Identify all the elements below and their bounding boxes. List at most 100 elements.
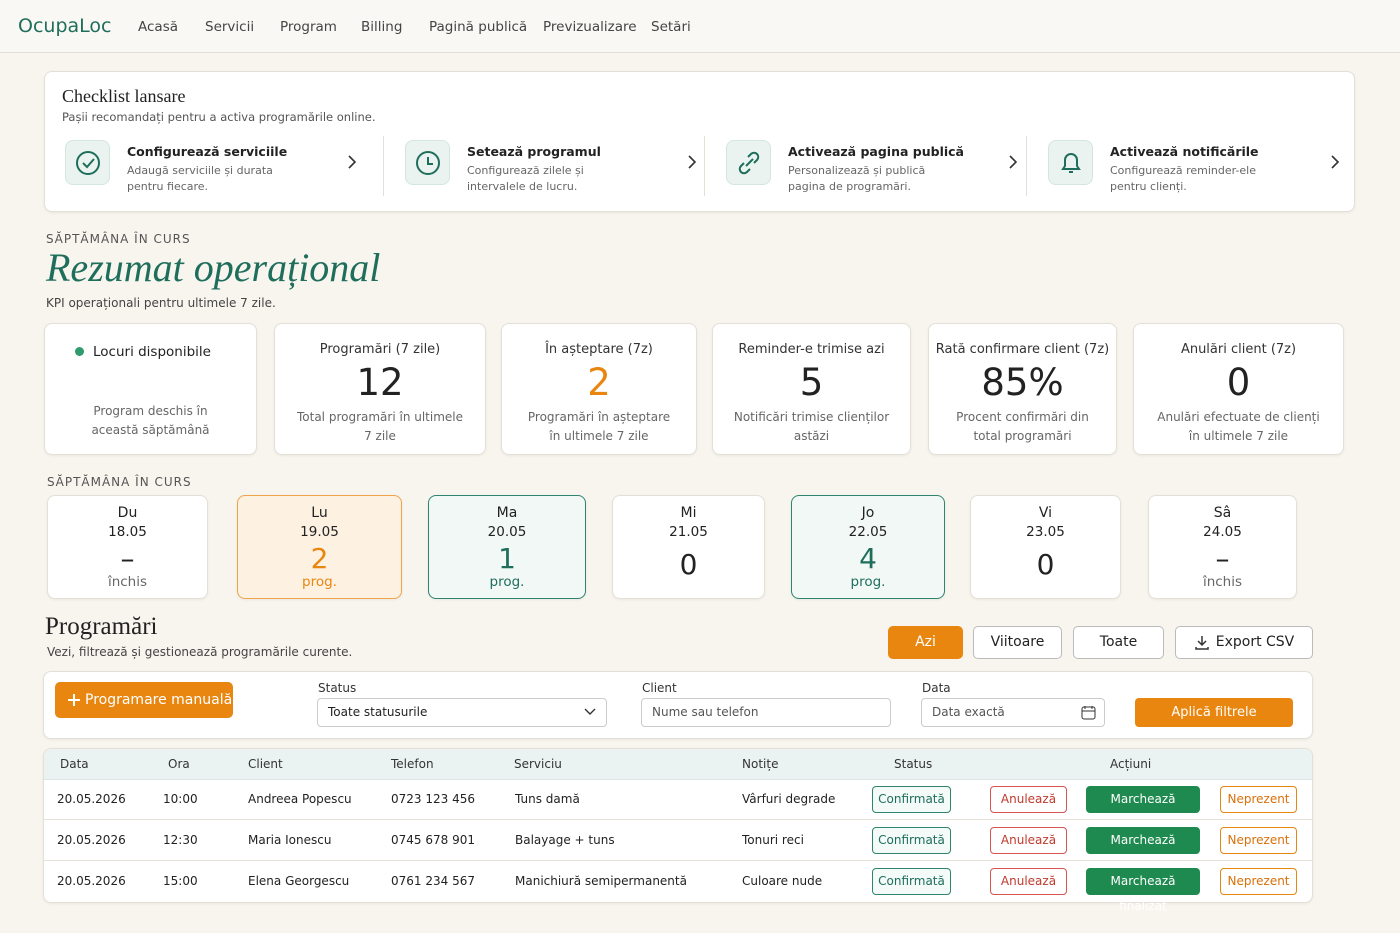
day-date: 19.05 — [300, 524, 339, 540]
status-select[interactable]: Toate statusurile — [317, 698, 607, 727]
no-show-button[interactable]: Neprezent — [1220, 868, 1297, 895]
icon — [1061, 153, 1081, 173]
tab-button[interactable]: Azi — [888, 626, 963, 659]
download-icon — [1195, 636, 1209, 650]
day-card[interactable]: Du 18.05 – închis — [47, 495, 208, 599]
day-count: 0 — [679, 548, 698, 581]
nav-link[interactable]: Servicii — [205, 19, 255, 35]
step-title: Activează pagina publică — [788, 144, 964, 159]
kpi-card: Anulări client (7z) 0 Anulări efectuate de… — [1133, 323, 1344, 455]
complete-button[interactable]: Marchează finalizat — [1086, 868, 1200, 913]
chevron — [1008, 154, 1018, 174]
kpi-text: Program deschis în această săptămână — [91, 404, 210, 437]
day-card[interactable]: Ma 20.05 1 prog. — [428, 495, 586, 599]
cell: Manichiură semipermanentă — [515, 874, 687, 888]
day-date: 24.05 — [1203, 524, 1242, 540]
export-button[interactable]: Export CSV — [1175, 626, 1313, 659]
day-note: închis — [1202, 574, 1243, 590]
day-count: 1 — [498, 542, 516, 575]
appointments-subtitle: Vezi, filtrează și gestionează programăr… — [47, 645, 353, 659]
cancel-button[interactable]: Anulează — [990, 786, 1067, 813]
day-date: 20.05 — [487, 524, 527, 540]
cell: 20.05.2026 — [57, 833, 126, 847]
chevron-icon — [348, 155, 357, 169]
day-name: Jo — [861, 505, 875, 521]
apply-button[interactable]: Aplică filtrele — [1135, 698, 1293, 727]
day-card[interactable]: Lu 19.05 2 prog. — [237, 495, 402, 599]
filter-label: Status — [318, 681, 357, 695]
day-count: – — [1215, 542, 1230, 575]
chevron — [584, 708, 596, 715]
kpi-card: Rată confirmare client (7z) 85% Procent co… — [928, 323, 1117, 455]
kpi-card: Reminder-e trimise azi 5 Notificări trimis… — [712, 323, 911, 455]
divider — [383, 136, 384, 196]
tab-button[interactable]: Viitoare — [973, 626, 1062, 659]
cell: 0723 123 456 — [391, 792, 475, 806]
kpi-card: Programări (7 zile) 12 Total programări în… — [274, 323, 486, 455]
cell: 10:00 — [163, 792, 198, 806]
cell: 20.05.2026 — [57, 874, 126, 888]
day-card[interactable]: Sâ 24.05 – închis — [1148, 495, 1297, 599]
complete-button[interactable]: Marchează finalizat — [1086, 827, 1200, 872]
checklist-step[interactable]: Configurează serviciile Adaugă serviciile… — [65, 140, 375, 200]
column-header: Status — [894, 757, 933, 771]
cancel-button[interactable]: Anulează — [990, 827, 1067, 854]
checklist-step[interactable]: Setează programul Configurează zilele și … — [405, 140, 715, 200]
cancel-button[interactable]: Anulează — [990, 868, 1067, 895]
nav-link[interactable]: Billing — [361, 19, 403, 35]
cell: Elena Georgescu — [248, 874, 350, 888]
divider — [704, 136, 705, 196]
date-input[interactable]: Data exactă — [921, 698, 1105, 727]
cell: 0745 678 901 — [391, 833, 475, 847]
checklist-title: Checklist lansare — [62, 86, 186, 106]
manual-button[interactable]: Programare manuală — [55, 682, 233, 718]
day-name: Du — [117, 505, 138, 521]
kpi-label: Programări (7 zile) — [319, 342, 441, 357]
column-header: Acțiuni — [1110, 757, 1152, 771]
chevron-icon — [1331, 155, 1340, 169]
summary-title: Rezumat operațional — [46, 245, 381, 290]
complete-button[interactable]: Marchează finalizat — [1086, 786, 1200, 831]
day-name: Mi — [680, 505, 697, 521]
day-count: 0 — [1036, 548, 1055, 581]
step-icon — [405, 140, 450, 185]
day-card[interactable]: Jo 22.05 4 prog. — [791, 495, 945, 599]
day-date: 18.05 — [108, 524, 147, 540]
nav-link[interactable]: Previzualizare — [543, 19, 637, 35]
nav-link[interactable]: Pagină publică — [429, 19, 528, 35]
day-card[interactable]: Mi 21.05 0 — [612, 495, 765, 599]
step-text: Configurează zilele și intervalele de lu… — [467, 164, 584, 193]
icon — [738, 151, 760, 175]
client-input[interactable]: Nume sau telefon — [641, 698, 891, 727]
tab-button[interactable]: Toate — [1073, 626, 1164, 659]
step-text: Adaugă serviciile și durata pentru fieca… — [127, 164, 273, 193]
nav-link[interactable]: Setări — [651, 19, 691, 35]
step-icon — [65, 140, 110, 185]
day-date: 21.05 — [669, 524, 708, 540]
no-show-button[interactable]: Neprezent — [1220, 827, 1297, 854]
filter-label: Client — [642, 681, 677, 695]
checklist-step[interactable]: Activează notificările Configurează remin… — [1048, 140, 1358, 200]
cell: 15:00 — [163, 874, 198, 888]
step-icon — [1048, 140, 1093, 185]
column-header: Telefon — [391, 757, 434, 771]
step-text: Personalizează și publică pagina de prog… — [788, 164, 926, 193]
status-badge: Confirmată — [872, 827, 951, 854]
kpi-value: 12 — [356, 361, 404, 404]
day-count: 2 — [310, 542, 329, 575]
select-value: Toate statusurile — [328, 705, 428, 719]
checklist-step[interactable]: Activează pagina publică Personalizează ș… — [726, 140, 1036, 200]
step-title: Activează notificările — [1110, 144, 1259, 159]
day-name: Lu — [311, 505, 328, 521]
day-name: Sâ — [1213, 505, 1232, 521]
day-count: 4 — [859, 542, 877, 575]
status-badge: Confirmată — [872, 868, 951, 895]
day-card[interactable]: Vi 23.05 0 — [970, 495, 1121, 599]
day-name: Ma — [496, 505, 518, 521]
nav-link[interactable]: Acasă — [138, 19, 178, 35]
kpi-card: În așteptare (7z) 2 Programări în așteptar… — [501, 323, 697, 455]
nav-link[interactable]: Program — [280, 19, 337, 35]
appointments-title: Programări — [45, 613, 158, 640]
brand[interactable]: OcupaLoc — [18, 15, 112, 37]
no-show-button[interactable]: Neprezent — [1220, 786, 1297, 813]
